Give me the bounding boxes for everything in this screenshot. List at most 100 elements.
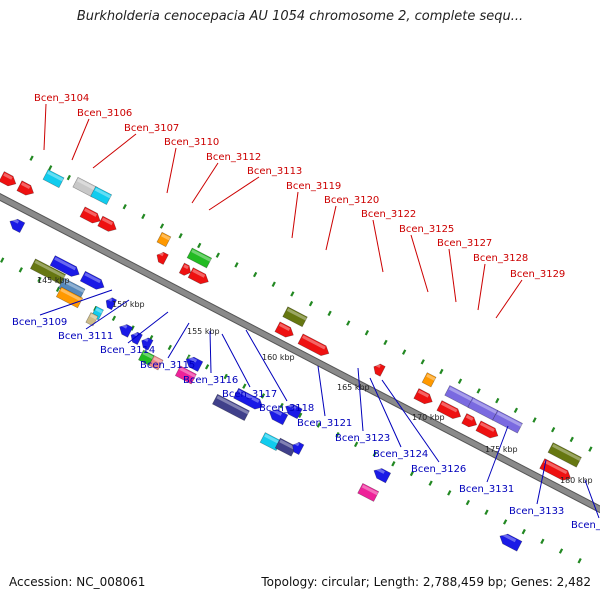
gene-feature bbox=[29, 258, 67, 285]
tick-row-bottom bbox=[167, 344, 172, 351]
gene-label-top: Bcen_3127 bbox=[437, 238, 492, 249]
gene-label-bottom: Bcen_3121 bbox=[297, 418, 352, 429]
label-leader-line bbox=[167, 322, 190, 359]
gene-feature bbox=[475, 420, 499, 439]
tick-row-bottom bbox=[577, 558, 582, 564]
tick-row-top bbox=[327, 310, 332, 317]
tick-row-bottom bbox=[298, 412, 303, 419]
label-leader-line bbox=[191, 162, 219, 204]
tick-row-bottom bbox=[447, 490, 452, 496]
gene-feature bbox=[233, 387, 264, 410]
label-leader-line bbox=[291, 191, 299, 239]
gene-feature bbox=[467, 397, 499, 421]
gene-label-bottom: Bcen_3133 bbox=[509, 506, 564, 517]
gene-feature bbox=[539, 458, 571, 481]
tick-row-top bbox=[495, 397, 500, 404]
tick-row-bottom bbox=[186, 354, 191, 360]
gene-feature bbox=[97, 215, 117, 232]
label-leader-line bbox=[317, 365, 326, 417]
tick-row-bottom bbox=[0, 257, 5, 263]
gene-label-bottom: Bcen_3109 bbox=[12, 317, 67, 328]
gene-feature bbox=[105, 297, 118, 311]
tick-row-top bbox=[29, 155, 34, 161]
gene-feature bbox=[547, 442, 582, 468]
tick-row-bottom bbox=[279, 402, 284, 409]
gene-feature bbox=[79, 270, 105, 290]
tick-row-bottom bbox=[353, 441, 359, 448]
label-leader-line bbox=[85, 299, 130, 330]
label-leader-line bbox=[410, 234, 429, 293]
kbp-tick-label: 145 kbp bbox=[37, 276, 70, 285]
gene-feature bbox=[0, 171, 17, 187]
gene-label-top: Bcen_3106 bbox=[77, 108, 132, 119]
gene-label-top: Bcen_3122 bbox=[361, 209, 416, 220]
tick-row-top bbox=[122, 203, 127, 210]
tick-row-top bbox=[420, 359, 425, 365]
tick-row-bottom bbox=[409, 470, 415, 477]
tick-row-top bbox=[308, 300, 314, 307]
gene-label-bottom: Bcen_3116 bbox=[183, 375, 238, 386]
tick-row-bottom bbox=[484, 509, 489, 515]
label-leader-line bbox=[369, 377, 402, 448]
label-leader-line bbox=[71, 118, 90, 161]
gene-feature bbox=[185, 355, 204, 372]
label-leader-line bbox=[495, 279, 523, 319]
kbp-tick-label: 150 kbp bbox=[112, 300, 145, 309]
gene-feature bbox=[444, 385, 476, 409]
gene-label-bottom: Bcen_3135 bbox=[571, 520, 600, 531]
gene-feature bbox=[421, 372, 437, 388]
gene-feature bbox=[499, 532, 523, 552]
tick-row-bottom bbox=[316, 422, 321, 428]
label-leader-line bbox=[245, 329, 288, 402]
gene-label-bottom: Bcen_3111 bbox=[58, 331, 113, 342]
gene-feature bbox=[282, 306, 308, 328]
gene-label-top: Bcen_3129 bbox=[510, 269, 565, 280]
tick-row-top bbox=[513, 407, 519, 414]
gene-label-bottom: Bcen_3126 bbox=[411, 464, 466, 475]
gene-feature bbox=[297, 333, 330, 356]
label-leader-line bbox=[357, 367, 364, 432]
tick-row-top bbox=[476, 388, 481, 394]
gene-label-bottom: Bcen_3114 bbox=[100, 345, 155, 356]
gene-label-top: Bcen_3107 bbox=[124, 123, 179, 134]
tick-row-top bbox=[551, 426, 556, 433]
gene-feature bbox=[492, 410, 523, 434]
gene-feature bbox=[119, 323, 134, 338]
label-leader-line bbox=[39, 289, 113, 316]
tick-row-top bbox=[252, 271, 258, 278]
gene-label-top: Bcen_3125 bbox=[399, 224, 454, 235]
gene-feature bbox=[187, 267, 209, 285]
gene-feature bbox=[285, 402, 303, 420]
kbp-tick-label: 175 kbp bbox=[485, 445, 518, 454]
tick-row-top bbox=[234, 262, 239, 268]
gene-feature bbox=[413, 388, 433, 405]
tick-row-bottom bbox=[223, 373, 228, 380]
gene-feature bbox=[259, 432, 282, 452]
label-leader-line bbox=[92, 133, 137, 169]
tick-row-bottom bbox=[260, 393, 266, 399]
gene-feature bbox=[436, 400, 462, 419]
gene-feature bbox=[461, 413, 478, 428]
gene-feature bbox=[130, 331, 143, 346]
gene-label-top: Bcen_3119 bbox=[286, 181, 341, 192]
label-leader-line bbox=[325, 205, 337, 251]
label-leader-line bbox=[209, 330, 212, 374]
kbp-tick-label: 170 kbp bbox=[412, 413, 445, 422]
gene-feature bbox=[174, 365, 197, 385]
gene-label-bottom: Bcen_3115 bbox=[140, 360, 195, 371]
gene-feature bbox=[373, 363, 386, 377]
label-leader-line bbox=[372, 219, 384, 273]
label-leader-line bbox=[166, 147, 177, 194]
label-leader-line bbox=[127, 311, 169, 344]
map-title: Burkholderia cenocepacia AU 1054 chromos… bbox=[76, 9, 524, 24]
tick-row-bottom bbox=[558, 548, 564, 554]
gene-feature bbox=[72, 176, 98, 198]
kbp-tick-label: 180 kbp bbox=[560, 476, 593, 485]
tick-row-bottom bbox=[18, 267, 23, 273]
tick-row-top bbox=[159, 223, 165, 229]
gene-label-bottom: Bcen_3124 bbox=[373, 449, 428, 460]
label-leader-line bbox=[381, 379, 440, 463]
gene-label-top: Bcen_3110 bbox=[164, 137, 219, 148]
